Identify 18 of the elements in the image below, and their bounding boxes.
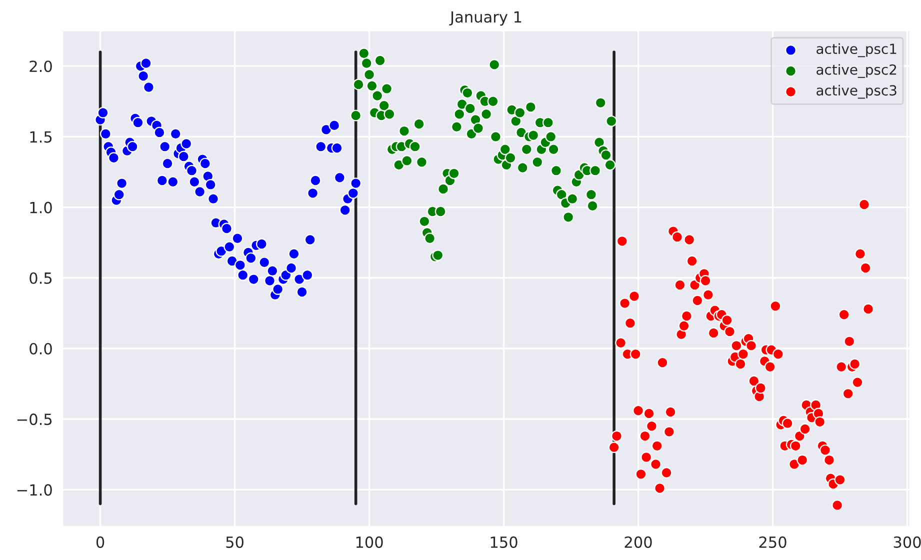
y-tick-label: −1.0 [17,484,52,496]
x-tick-label: 100 [356,536,383,548]
x-tick-label: 0 [96,536,104,548]
x-tick-label: 300 [894,536,921,548]
legend-label: active_psc2 [816,64,896,78]
y-tick-label: −0.5 [17,414,52,426]
y-tick-label: 1.5 [30,131,52,143]
x-tick-label: 250 [759,536,786,548]
y-tick-label: 0.0 [30,342,52,355]
y-tick-label: 2.0 [30,60,52,72]
chart-title: January 1 [449,11,522,26]
legend-label: active_psc1 [816,43,896,58]
y-tick-label: 0.5 [30,272,52,284]
legend-label: active_psc3 [816,84,896,99]
x-tick-label: 150 [490,536,518,548]
x-tick-label: 200 [624,536,652,548]
x-tick-label: 50 [226,536,244,548]
y-tick-label: 1.0 [30,202,52,214]
